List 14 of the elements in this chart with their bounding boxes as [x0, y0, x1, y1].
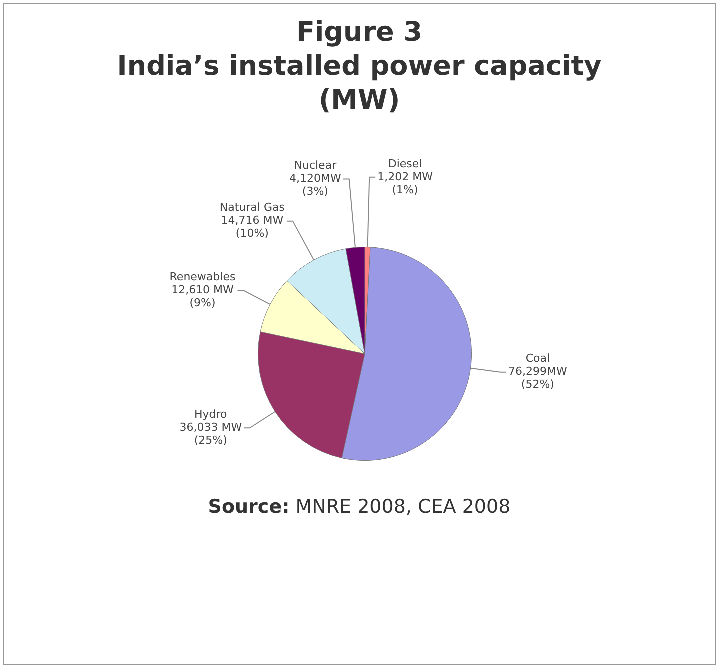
data-label: 12,610 MW (9%): [172, 284, 234, 310]
slice-label: Coal: [526, 352, 550, 366]
slice-label: Renewables: [170, 270, 236, 284]
slice-label: Natural Gas: [220, 201, 286, 214]
slice-label: Nuclear: [294, 159, 338, 172]
chart-title: Figure 3 India’s installed power capacity (MW): [116, 16, 603, 118]
slice-label: Diesel: [388, 157, 422, 170]
data-label: 14,716 MW (10%): [221, 214, 284, 240]
data-label: 4,120MW (3%): [289, 172, 342, 198]
data-label: 76,299MW (52%): [508, 365, 568, 392]
data-label: 36,033 MW (25%): [180, 420, 242, 447]
source-note: Source: MNRE 2008, CEA 2008: [207, 496, 512, 518]
data-label: 1,202 MW (1%): [378, 170, 434, 196]
slice-label: Hydro: [194, 408, 228, 421]
